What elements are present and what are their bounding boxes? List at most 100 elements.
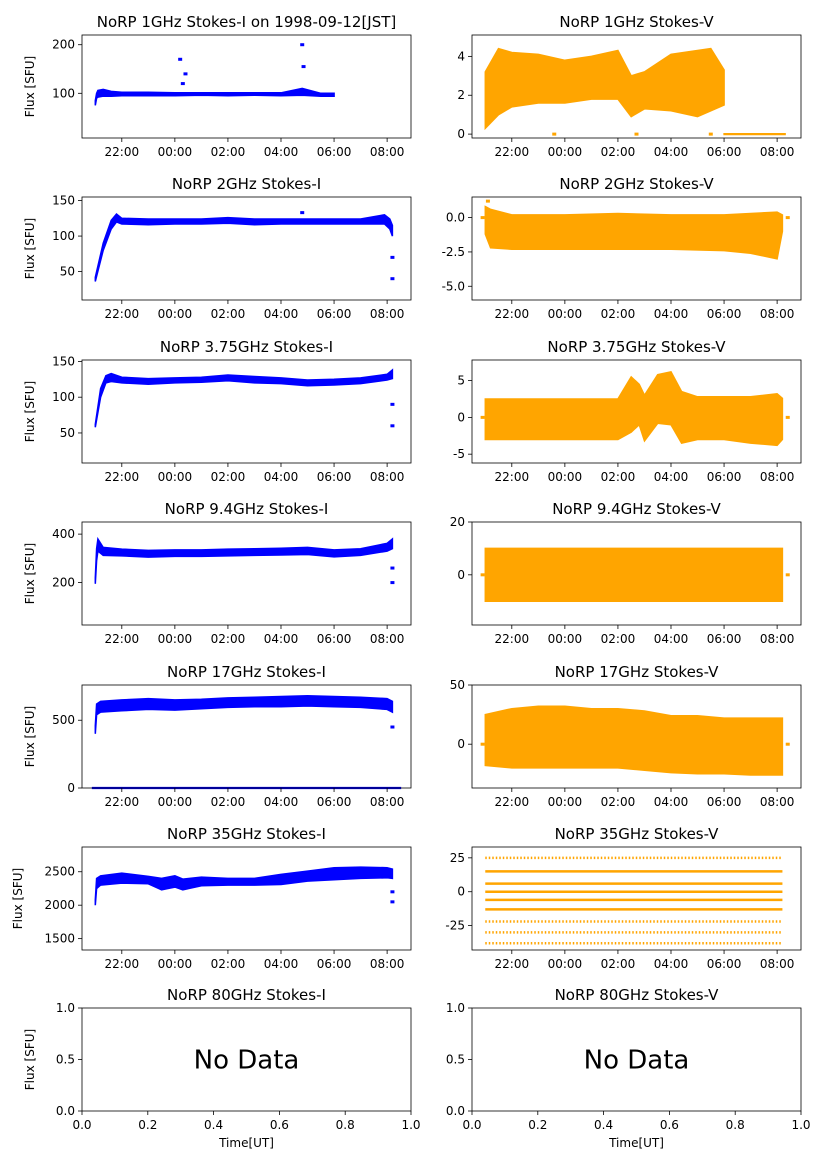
x-tick-label: 22:00 [495, 957, 530, 971]
x-tick-label: 00:00 [158, 632, 193, 646]
axes-frame [471, 359, 802, 464]
data-band [94, 695, 394, 734]
y-tick-label: 0 [457, 568, 465, 582]
x-tick-label: 22:00 [105, 632, 140, 646]
x-tick-label: 08:00 [760, 145, 795, 159]
x-tick-label: 00:00 [158, 470, 193, 484]
panel-title: NoRP 17GHz Stokes-V [555, 663, 720, 681]
x-tick-label: 0.6 [660, 1118, 679, 1132]
data-band [484, 370, 784, 447]
y-tick-label: -25 [445, 919, 465, 933]
x-tick-label: 0.2 [138, 1118, 157, 1132]
x-tick-label: 22:00 [495, 145, 530, 159]
panel-title: NoRP 2GHz Stokes-V [559, 175, 714, 193]
axes-frame [471, 684, 802, 789]
panel-9: NoRP 17GHz Stokes-I 0 500 22:00 00:00 02:00 04… [23, 663, 412, 809]
data-point [485, 199, 490, 203]
x-tick-label: 04:00 [654, 632, 689, 646]
axes-frame [81, 34, 412, 139]
x-tick-label: 08:00 [370, 470, 405, 484]
data-point [785, 216, 790, 220]
x-tick-label: 04:00 [264, 795, 299, 809]
data-point [390, 402, 395, 406]
panel-6: NoRP 3.75GHz Stokes-V -5 0 5 22:00 00:00 02:00… [453, 338, 802, 484]
x-tick-label: 02:00 [211, 307, 246, 321]
x-tick-label: 08:00 [760, 795, 795, 809]
y-tick-label: 100 [52, 229, 75, 243]
panel-2: NoRP 1GHz Stokes-V 0 2 4 22:00 00:00 02:00 04:0… [457, 13, 802, 159]
data-band [94, 87, 335, 106]
x-tick-label: 02:00 [601, 470, 636, 484]
x-tick-label: 06:00 [317, 470, 352, 484]
axes-frame [471, 34, 802, 139]
x-tick-label: 00:00 [548, 795, 583, 809]
x-tick-label: 1.0 [401, 1118, 420, 1132]
y-tick-label: 0.0 [446, 211, 465, 225]
data-point [390, 424, 395, 428]
x-tick-label: 22:00 [105, 957, 140, 971]
data-band [484, 205, 784, 260]
panel-title: NoRP 17GHz Stokes-I [167, 663, 326, 681]
panel-title: NoRP 9.4GHz Stokes-V [552, 500, 721, 518]
plot-area [480, 547, 790, 602]
data-point [180, 82, 185, 86]
x-tick-label: 00:00 [548, 307, 583, 321]
panel-14: NoRP 80GHz Stokes-V 0.0 0.5 1.0 0.0 0.2 0.4 0.6… [446, 986, 811, 1150]
y-tick-label: 0.0 [56, 1104, 75, 1118]
data-point [552, 132, 557, 136]
x-tick-label: 04:00 [264, 307, 299, 321]
axes-frame [471, 846, 802, 951]
x-axis-label: Time[UT] [608, 1136, 664, 1150]
y-tick-label: 2000 [44, 898, 75, 912]
x-tick-label: 02:00 [601, 307, 636, 321]
data-point [480, 573, 485, 577]
x-tick-label: 06:00 [317, 632, 352, 646]
y-tick-label: 200 [52, 576, 75, 590]
panel-title: NoRP 3.75GHz Stokes-V [547, 338, 726, 356]
x-tick-label: 02:00 [211, 632, 246, 646]
x-tick-label: 06:00 [317, 307, 352, 321]
y-tick-label: 2 [457, 88, 465, 102]
y-tick-label: 100 [52, 86, 75, 100]
data-point [390, 277, 395, 281]
panel-1: NoRP 1GHz Stokes-I on 1998-09-12[JST] 100… [23, 13, 412, 159]
data-band [484, 47, 725, 131]
panel-7: NoRP 9.4GHz Stokes-I 200 400 22:00 00:00 02:0… [23, 500, 412, 646]
panel-title: NoRP 35GHz Stokes-I [167, 825, 326, 843]
plot-area [94, 211, 395, 282]
y-tick-label: 50 [60, 426, 75, 440]
y-tick-label: 1500 [44, 932, 75, 946]
x-tick-label: 06:00 [317, 957, 352, 971]
plot-area [94, 43, 335, 106]
x-tick-label: 06:00 [707, 957, 742, 971]
data-band [94, 212, 394, 282]
y-tick-label: -5 [453, 447, 465, 461]
y-axis-label: Flux [SFU] [23, 543, 37, 604]
data-point [785, 415, 790, 419]
x-tick-label: 1.0 [791, 1118, 810, 1132]
x-tick-label: 00:00 [158, 957, 193, 971]
data-point [390, 581, 395, 585]
axes-frame [81, 684, 412, 789]
data-band [94, 536, 394, 584]
y-axis-label: Flux [SFU] [23, 1029, 37, 1090]
y-tick-label: 0 [457, 885, 465, 899]
data-point [480, 216, 485, 220]
x-tick-label: 00:00 [548, 145, 583, 159]
x-tick-label: 04:00 [264, 957, 299, 971]
x-tick-label: 08:00 [760, 957, 795, 971]
x-tick-label: 00:00 [548, 470, 583, 484]
x-tick-label: 0.6 [270, 1118, 289, 1132]
y-tick-label: 0 [67, 781, 75, 795]
data-point [301, 65, 306, 69]
x-tick-label: 08:00 [370, 632, 405, 646]
x-tick-label: 22:00 [495, 795, 530, 809]
x-tick-label: 02:00 [601, 632, 636, 646]
panel-8: NoRP 9.4GHz Stokes-V 0 20 22:00 00:00 02:00 04… [450, 500, 802, 646]
x-tick-label: 08:00 [370, 307, 405, 321]
x-tick-label: 08:00 [760, 307, 795, 321]
data-band [94, 368, 394, 428]
y-tick-label: 25 [450, 851, 465, 865]
panel-title: NoRP 2GHz Stokes-I [172, 175, 321, 193]
x-tick-label: 02:00 [211, 795, 246, 809]
